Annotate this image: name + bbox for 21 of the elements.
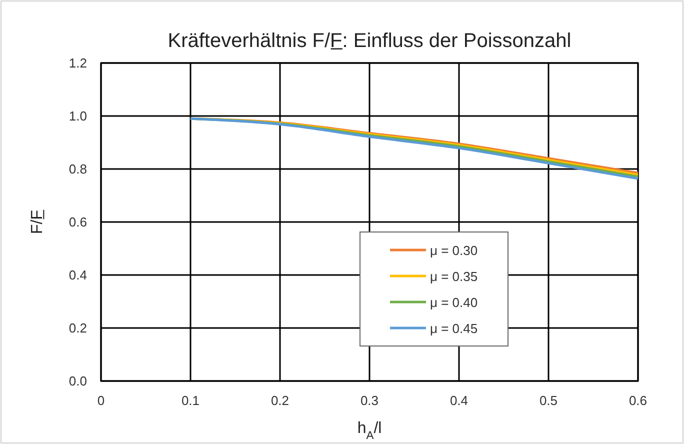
x-tick-label: 0 (97, 393, 105, 408)
y-tick-label: 0.4 (68, 268, 87, 282)
legend-label: μ = 0.45 (430, 321, 478, 336)
x-tick-label: 0.1 (181, 393, 200, 408)
y-tick-label: 0.6 (68, 214, 87, 230)
x-tick-label: 0.2 (270, 393, 290, 408)
x-tick-label: 0.6 (628, 393, 648, 408)
y-tick-label: 0.2 (68, 320, 87, 336)
x-tick-label: 0.4 (450, 393, 468, 408)
y-tick-label: 0.0 (68, 374, 87, 388)
legend-label: μ = 0.35 (430, 269, 478, 284)
chart-title: Kräfteverhältnis F/F̲: Einfluss der Poissonzahl (168, 30, 572, 52)
y-tick-label: 0.8 (68, 162, 87, 176)
y-tick-label: 1.0 (68, 108, 87, 124)
x-axis-title: h$_{A}$/l (357, 420, 382, 442)
x-tick-label: 0.3 (360, 393, 379, 408)
x-tick-label: 0.5 (539, 393, 558, 408)
legend-label: μ = 0.40 (430, 295, 478, 310)
legend-label: μ = 0.30 (430, 243, 478, 258)
y-axis-title: F/F̲ (29, 209, 46, 234)
y-tick-label: 1.2 (68, 56, 87, 70)
